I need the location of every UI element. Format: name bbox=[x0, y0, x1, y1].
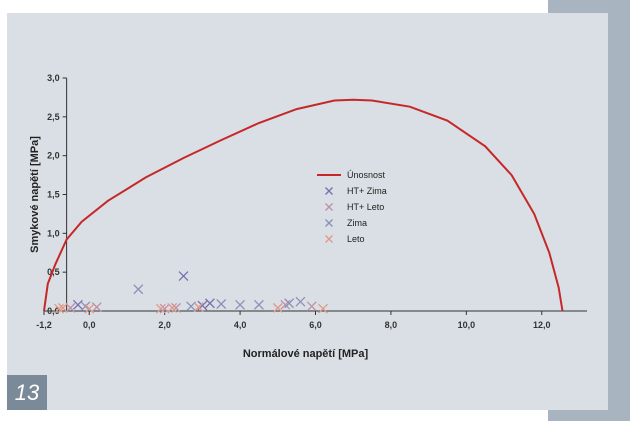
x-tick-label: 12,0 bbox=[533, 320, 551, 330]
data-point bbox=[318, 303, 329, 314]
y-tick-label: 2,5 bbox=[47, 112, 60, 122]
legend-marker-swatch bbox=[325, 203, 333, 211]
data-point bbox=[155, 303, 166, 314]
chart-panel: -1,2 0,0 2,0 4,0 6,0 8,0 10,0 12,0 0,0 0,5 1,0 1,5 2… bbox=[7, 13, 608, 410]
data-point bbox=[280, 299, 291, 310]
x-tick-label: 0,0 bbox=[83, 320, 96, 330]
y-axis-title: Smykové napětí [MPa] bbox=[29, 136, 41, 253]
x-tick-label: 8,0 bbox=[385, 320, 398, 330]
y-tick-label: 1,0 bbox=[47, 228, 60, 238]
legend-label: Leto bbox=[347, 234, 365, 244]
series-line bbox=[43, 98, 564, 312]
data-point bbox=[193, 302, 204, 313]
data-point bbox=[72, 299, 83, 310]
legend-marker-swatch bbox=[325, 219, 333, 227]
y-tick-label: 1,5 bbox=[47, 190, 60, 200]
data-point bbox=[216, 299, 227, 309]
x-axis-title: Normálové napětí [MPa] bbox=[243, 348, 369, 360]
data-point bbox=[284, 298, 295, 309]
data-point bbox=[133, 284, 144, 295]
y-tick-label: 3,0 bbox=[47, 73, 60, 83]
x-tick-label: 10,0 bbox=[458, 320, 476, 330]
data-point bbox=[167, 302, 178, 313]
legend-marker-swatch bbox=[325, 187, 333, 195]
data-point bbox=[65, 302, 76, 313]
scatter-chart: -1,2 0,0 2,0 4,0 6,0 8,0 10,0 12,00,00,51,01,52… bbox=[29, 73, 587, 360]
legend-label: HT+ Zima bbox=[347, 186, 387, 196]
data-point bbox=[84, 303, 95, 314]
y-tick-label: 2,0 bbox=[47, 151, 60, 161]
legend-label: HT+ Leto bbox=[347, 202, 384, 212]
data-point bbox=[54, 303, 65, 314]
data-point bbox=[171, 302, 181, 313]
x-tick-label: 6,0 bbox=[309, 320, 322, 330]
x-tick-label: -1,2 bbox=[36, 320, 52, 330]
x-tick-label: 2,0 bbox=[158, 320, 171, 330]
figure-number-badge: 13 bbox=[7, 375, 47, 410]
data-point bbox=[197, 300, 208, 311]
legend-marker-swatch bbox=[325, 235, 333, 243]
data-point bbox=[253, 299, 264, 310]
data-point bbox=[272, 302, 283, 313]
data-point bbox=[204, 298, 215, 309]
legend-label: Zima bbox=[347, 218, 367, 228]
data-point bbox=[306, 301, 317, 312]
y-tick-label: 0,0 bbox=[47, 306, 60, 316]
legend-label: Únosnost bbox=[347, 170, 386, 180]
data-point bbox=[295, 296, 306, 307]
data-point bbox=[178, 271, 189, 282]
data-point bbox=[235, 299, 246, 310]
data-point bbox=[57, 302, 68, 313]
x-tick-label: 4,0 bbox=[234, 320, 247, 330]
data-point bbox=[91, 302, 102, 313]
